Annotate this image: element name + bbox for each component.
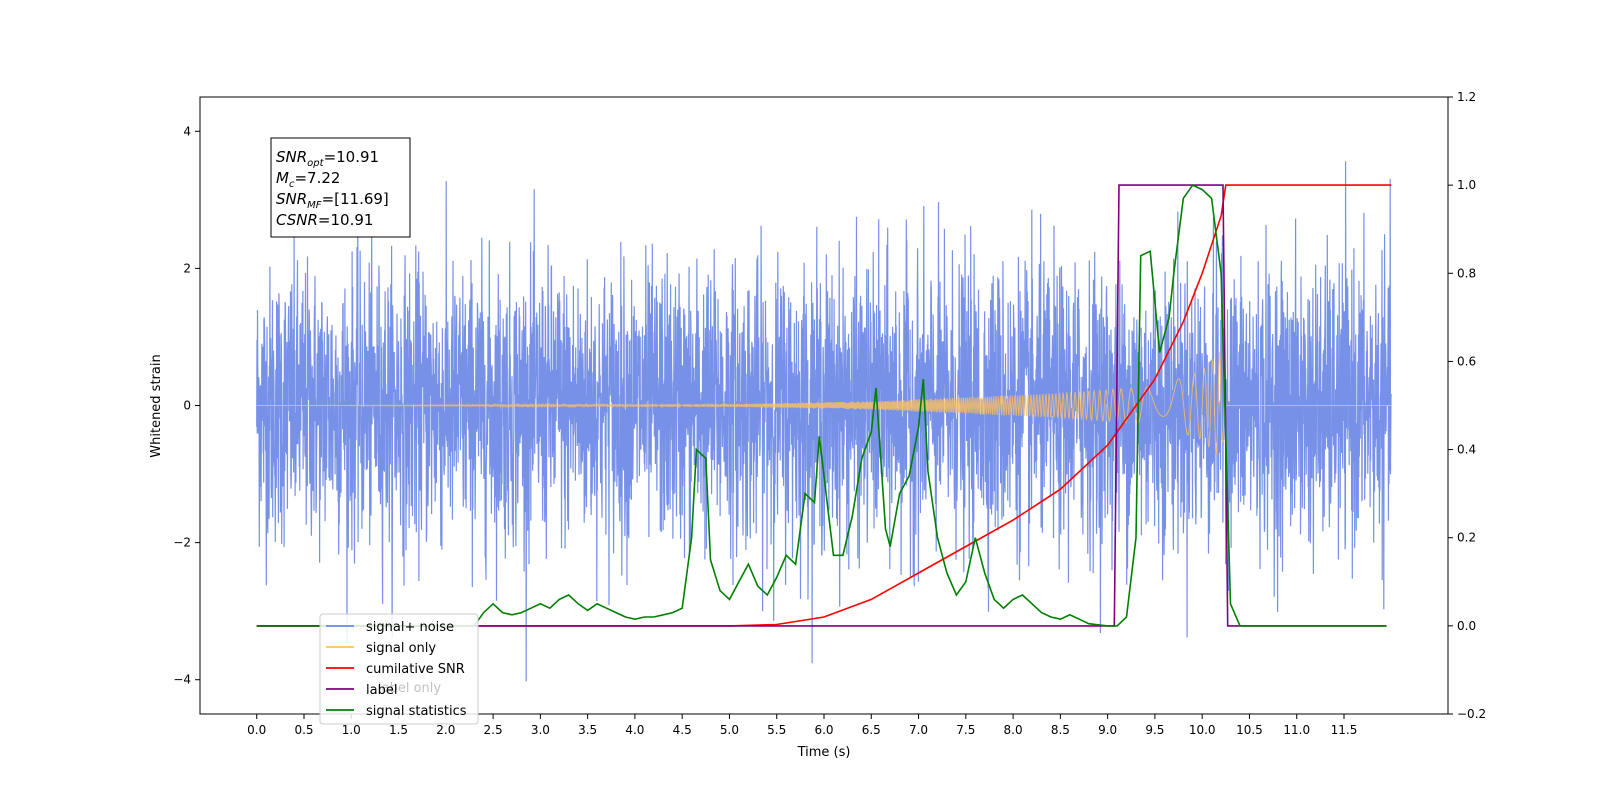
annotation-line: SNRMF=[11.69] [276, 190, 389, 211]
annotation-line: Mc=7.22 [276, 169, 340, 190]
x-tick-label: 2.0 [436, 723, 455, 737]
series-layer [256, 161, 1392, 682]
x-axis-label: Time (s) [797, 745, 851, 760]
x-tick-label: 8.0 [1004, 723, 1023, 737]
x-tick-label: 6.0 [814, 723, 833, 737]
y-left-tick-label: −4 [173, 673, 191, 687]
x-tick-label: 8.5 [1051, 723, 1070, 737]
y-right-tick-label: −0.2 [1457, 707, 1486, 721]
y-left-tick-label: 0 [183, 399, 191, 413]
x-tick-label: 2.5 [484, 723, 503, 737]
y-right-tick-label: 0.6 [1457, 354, 1476, 368]
x-tick-label: 5.0 [720, 723, 739, 737]
x-tick-label: 4.0 [625, 723, 644, 737]
y-right-tick-label: 1.0 [1457, 178, 1476, 192]
x-tick-label: 1.5 [389, 723, 408, 737]
x-tick-label: 6.5 [862, 723, 881, 737]
y-right-tick-label: 0.2 [1457, 531, 1476, 545]
legend-label: signal+ noise [366, 620, 454, 635]
x-tick-label: 5.5 [767, 723, 786, 737]
x-tick-label: 10.5 [1236, 723, 1263, 737]
x-tick-label: 3.5 [578, 723, 597, 737]
y-right-tick-label: 1.2 [1457, 90, 1476, 104]
series-signal-statistics [256, 184, 1387, 627]
annotation-line: SNRopt=10.91 [276, 148, 379, 169]
legend-label: signal only [366, 641, 436, 656]
x-tick-label: 9.0 [1098, 723, 1117, 737]
y-axis-right: −0.2 0.0 0.2 0.4 0.6 0.8 1.0 1.2 [1448, 90, 1486, 721]
x-tick-label: 3.0 [531, 723, 550, 737]
series-cumilative-snr [256, 184, 1392, 627]
y-left-tick-label: 4 [183, 124, 191, 138]
stats-annotation-box: SNRopt=10.91Mc=7.22SNRMF=[11.69]CSNR=10.… [270, 137, 411, 238]
x-tick-label: 7.0 [909, 723, 928, 737]
legend-label: signal statistics [366, 704, 467, 719]
y-axis-label-left: Whitened strain [149, 354, 164, 457]
series-signal-only [256, 352, 1392, 456]
x-tick-label: 9.5 [1145, 723, 1164, 737]
y-right-tick-label: 0.8 [1457, 266, 1476, 280]
x-axis: 0.0 0.5 1.0 1.5 2.0 2.5 3.0 3.5 4.0 4.5 5.0 5.5 6.0 6… [247, 714, 1357, 737]
legend-hidden-text: label only [378, 681, 441, 696]
y-axis-left: −4 −2 0 2 4 [173, 124, 200, 687]
y-left-tick-label: 2 [183, 261, 191, 275]
y-right-tick-label: 0.0 [1457, 619, 1476, 633]
x-tick-label: 7.5 [956, 723, 975, 737]
annotation-line: CSNR=10.91 [276, 211, 373, 229]
x-tick-label: 10.0 [1189, 723, 1216, 737]
legend: label only signal+ noise signal only cumila… [319, 613, 479, 725]
x-tick-label: 1.0 [342, 723, 361, 737]
x-tick-label: 11.5 [1331, 723, 1358, 737]
x-tick-label: 0.5 [294, 723, 313, 737]
x-tick-label: 11.0 [1283, 723, 1310, 737]
legend-frame [319, 613, 479, 725]
x-tick-label: 4.5 [673, 723, 692, 737]
series-signal-noise [256, 161, 1392, 682]
annotation-frame [270, 137, 411, 238]
x-tick-label: 0.0 [247, 723, 266, 737]
y-right-tick-label: 0.4 [1457, 443, 1476, 457]
legend-label: label [366, 683, 397, 698]
y-left-tick-label: −2 [173, 536, 191, 550]
legend-label: cumilative SNR [366, 662, 465, 677]
